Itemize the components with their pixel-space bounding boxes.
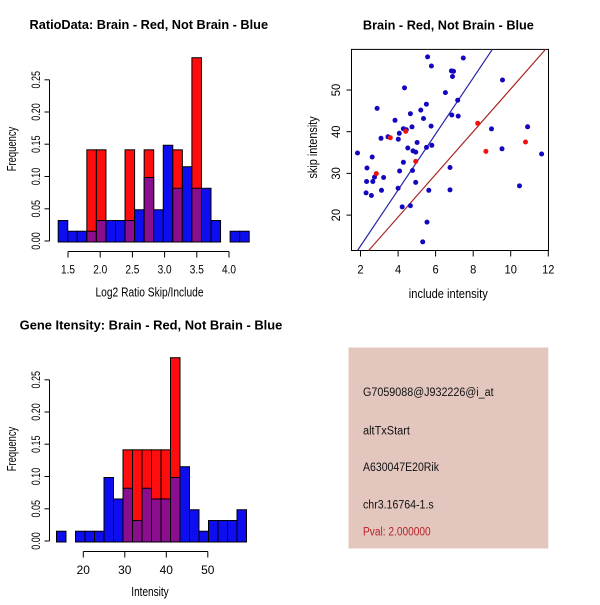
svg-text:8: 8	[470, 265, 476, 277]
svg-text:include intensity: include intensity	[409, 287, 489, 301]
svg-text:10: 10	[505, 265, 517, 277]
svg-text:0.05: 0.05	[31, 200, 43, 218]
svg-text:0.25: 0.25	[31, 371, 43, 389]
svg-text:Frequency: Frequency	[5, 426, 19, 471]
svg-text:30: 30	[118, 565, 131, 577]
svg-text:0.00: 0.00	[31, 532, 43, 550]
svg-text:Gene Itensity: Brain - Red, No: Gene Itensity: Brain - Red, Not Brain - …	[20, 317, 283, 332]
svg-text:3.5: 3.5	[190, 265, 204, 277]
svg-text:4.0: 4.0	[222, 265, 236, 277]
svg-text:1.5: 1.5	[61, 265, 75, 277]
svg-text:12: 12	[542, 265, 554, 277]
svg-text:0.15: 0.15	[31, 435, 43, 453]
svg-text:2.5: 2.5	[125, 265, 139, 277]
svg-text:Pval: 2.000000: Pval: 2.000000	[363, 527, 431, 539]
svg-text:0.20: 0.20	[31, 103, 43, 121]
svg-text:Brain - Red, Not Brain - Blue: Brain - Red, Not Brain - Blue	[363, 17, 534, 32]
svg-text:0.10: 0.10	[31, 168, 43, 186]
svg-text:2.0: 2.0	[93, 265, 107, 277]
svg-text:50: 50	[331, 84, 343, 97]
svg-text:0.25: 0.25	[31, 71, 43, 89]
svg-text:20: 20	[77, 565, 90, 577]
svg-text:A630047E20Rik: A630047E20Rik	[363, 462, 439, 474]
svg-text:50: 50	[201, 565, 214, 577]
svg-text:20: 20	[331, 209, 343, 222]
svg-text:skip intensity: skip intensity	[306, 116, 320, 179]
svg-text:0.05: 0.05	[31, 500, 43, 518]
svg-text:G7059088@J932226@i_at: G7059088@J932226@i_at	[363, 387, 494, 399]
svg-text:30: 30	[331, 167, 343, 180]
svg-text:0.10: 0.10	[31, 468, 43, 486]
svg-text:Frequency: Frequency	[5, 126, 19, 171]
svg-text:3.0: 3.0	[158, 265, 172, 277]
svg-text:RatioData: Brain - Red, Not Br: RatioData: Brain - Red, Not Brain - Blue	[30, 17, 269, 32]
svg-text:0.20: 0.20	[31, 403, 43, 421]
svg-text:Intensity: Intensity	[131, 585, 169, 599]
svg-text:Log2 Ratio Skip/Include: Log2 Ratio Skip/Include	[96, 285, 204, 299]
svg-text:40: 40	[331, 125, 343, 138]
svg-text:chr3.16764-1.s: chr3.16764-1.s	[363, 500, 434, 512]
svg-text:0.00: 0.00	[31, 232, 43, 250]
svg-text:40: 40	[160, 565, 173, 577]
svg-text:4: 4	[395, 265, 402, 277]
svg-text:6: 6	[433, 265, 439, 277]
svg-text:0.15: 0.15	[31, 135, 43, 153]
svg-text:2: 2	[357, 265, 363, 277]
svg-text:altTxStart: altTxStart	[363, 426, 411, 438]
